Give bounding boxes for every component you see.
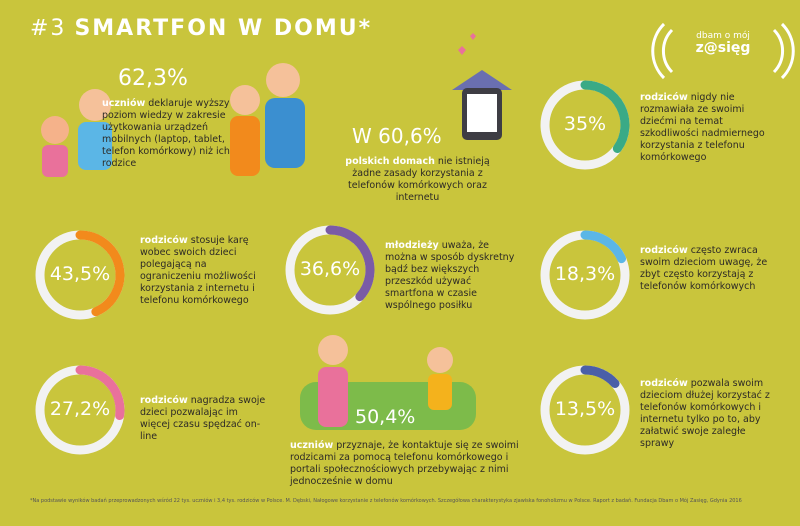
section-number: #3	[30, 16, 67, 41]
footnote: *Na podstawie wyników badań przeprowadzo…	[30, 498, 742, 504]
boy-head	[79, 89, 111, 121]
donut-label: 36,6%	[299, 258, 361, 280]
donut-arc	[580, 230, 627, 264]
child-body	[428, 374, 452, 410]
description: uczniów przyznaje, że kontaktuje się ze …	[290, 440, 530, 488]
donut	[35, 230, 125, 320]
donut	[285, 225, 375, 315]
logo-bottom: z@sięg	[695, 40, 751, 56]
description-text: przyznaje, że kontaktuje się ze swoimi r…	[290, 440, 519, 487]
father-body	[265, 98, 305, 168]
description-text: nigdy nie rozmawiała ze swoimi dziećmi n…	[640, 92, 765, 163]
donut-arc	[75, 365, 125, 421]
highlight-number: 50,4%	[355, 406, 415, 428]
donut	[35, 365, 125, 455]
donut-arc	[325, 225, 375, 302]
phone-screen	[467, 94, 497, 132]
highlight-number: W 60,6%	[352, 124, 442, 148]
logo-top: dbam o mój	[696, 31, 750, 41]
description-lead: rodziców	[640, 92, 688, 103]
girl-head	[41, 116, 69, 144]
logo-waves	[651, 22, 795, 80]
parent-body	[318, 367, 348, 427]
parent-head	[318, 335, 348, 365]
description: rodziców często zwraca swoim dzieciom uw…	[640, 245, 770, 293]
description-lead: polskich domach	[345, 156, 435, 167]
title-text: SMARTFON W DOMU*	[74, 16, 373, 41]
donut-arc	[75, 230, 125, 317]
highlight-value: 50,4%	[355, 406, 416, 428]
description: rodziców nagradza swoje dzieci pozwalają…	[140, 395, 270, 443]
mother-body	[230, 116, 260, 176]
title: #3 SMARTFON W DOMU*	[30, 16, 372, 41]
description-lead: rodziców	[640, 245, 688, 256]
mother-head	[230, 85, 260, 115]
description: polskich domach nie istnieją żadne zasad…	[330, 156, 505, 204]
description: młodzieży uważa, że można w sposób dyskr…	[385, 240, 515, 312]
donut	[540, 230, 630, 320]
logo: dbam o mój z@sięg	[668, 30, 778, 56]
description-lead: młodzieży	[385, 240, 439, 251]
donut-arc	[580, 365, 620, 389]
hearts	[458, 33, 476, 55]
description-text: nie istnieją żadne zasady korzystania z …	[348, 156, 490, 203]
description: rodziców stosuje karę wobec swoich dziec…	[140, 235, 270, 307]
girl-body	[42, 145, 68, 177]
description: rodziców nigdy nie rozmawiała ze swoimi …	[640, 92, 770, 164]
donut-label: 13,5%	[554, 398, 616, 420]
donut-label: 27,2%	[49, 398, 111, 420]
description-lead: rodziców	[140, 395, 188, 406]
highlight-prefix: W	[352, 124, 372, 148]
description-lead: uczniów	[290, 440, 334, 451]
roof	[452, 70, 512, 90]
description-text: nagradza swoje dzieci pozwalając im więc…	[140, 395, 266, 442]
description: rodziców pozwala swoim dzieciom dłużej k…	[640, 378, 770, 450]
donut	[540, 365, 630, 455]
donut-label: 43,5%	[49, 263, 111, 285]
donut-arc	[580, 80, 630, 154]
highlight-number: 62,3%	[118, 66, 188, 91]
description-lead: rodziców	[640, 378, 688, 389]
description-lead: uczniów	[102, 98, 146, 109]
donut-label: 35%	[563, 113, 607, 135]
donut	[540, 80, 630, 170]
highlight-value: 62,3%	[118, 66, 188, 91]
father-head	[266, 63, 300, 97]
boy-body	[78, 122, 112, 170]
description-text: często zwraca swoim dzieciom uwagę, że z…	[640, 245, 768, 292]
description: uczniów deklaruje wyższy poziom wiedzy w…	[102, 98, 242, 170]
description-text: deklaruje wyższy poziom wiedzy w zakresi…	[102, 98, 230, 169]
highlight-value: 60,6%	[378, 124, 442, 148]
description-lead: rodziców	[140, 235, 188, 246]
description-text: pozwala swoim dzieciom dłużej korzystać …	[640, 378, 770, 449]
description-text: uważa, że można w sposób dyskretny bądź …	[385, 240, 515, 311]
donut-label: 18,3%	[554, 263, 616, 285]
child-head	[427, 347, 453, 373]
description-text: stosuje karę wobec swoich dzieci polegaj…	[140, 235, 256, 306]
